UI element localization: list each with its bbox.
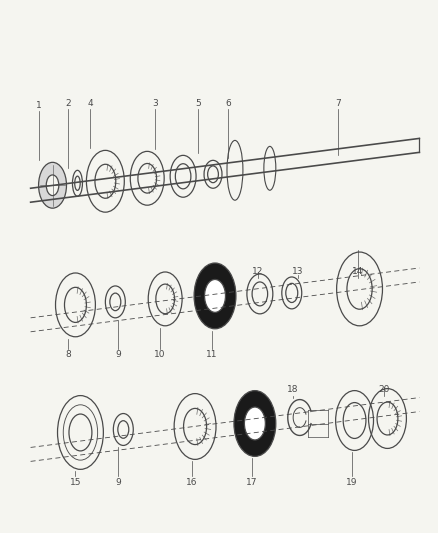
Ellipse shape: [194, 263, 236, 329]
Text: 8: 8: [66, 350, 71, 359]
Ellipse shape: [39, 163, 67, 208]
Text: 5: 5: [195, 99, 201, 108]
Ellipse shape: [205, 279, 226, 312]
Text: 10: 10: [155, 350, 166, 359]
Ellipse shape: [234, 391, 276, 456]
Text: 3: 3: [152, 99, 158, 108]
Text: 14: 14: [352, 268, 363, 277]
Text: 1: 1: [36, 101, 42, 110]
Text: 16: 16: [186, 478, 198, 487]
Text: 7: 7: [335, 99, 340, 108]
Text: 18: 18: [287, 385, 299, 394]
Ellipse shape: [46, 175, 59, 196]
Text: 11: 11: [206, 350, 218, 359]
Text: 19: 19: [346, 478, 357, 487]
Text: 9: 9: [116, 350, 121, 359]
Text: 15: 15: [70, 478, 81, 487]
Text: 13: 13: [292, 268, 304, 277]
Text: 17: 17: [246, 478, 258, 487]
Ellipse shape: [244, 407, 265, 440]
Text: 6: 6: [225, 99, 231, 108]
Text: 2: 2: [66, 99, 71, 108]
Text: 20: 20: [379, 385, 390, 394]
Text: 12: 12: [252, 268, 264, 277]
Text: 4: 4: [88, 99, 93, 108]
Text: 9: 9: [116, 478, 121, 487]
